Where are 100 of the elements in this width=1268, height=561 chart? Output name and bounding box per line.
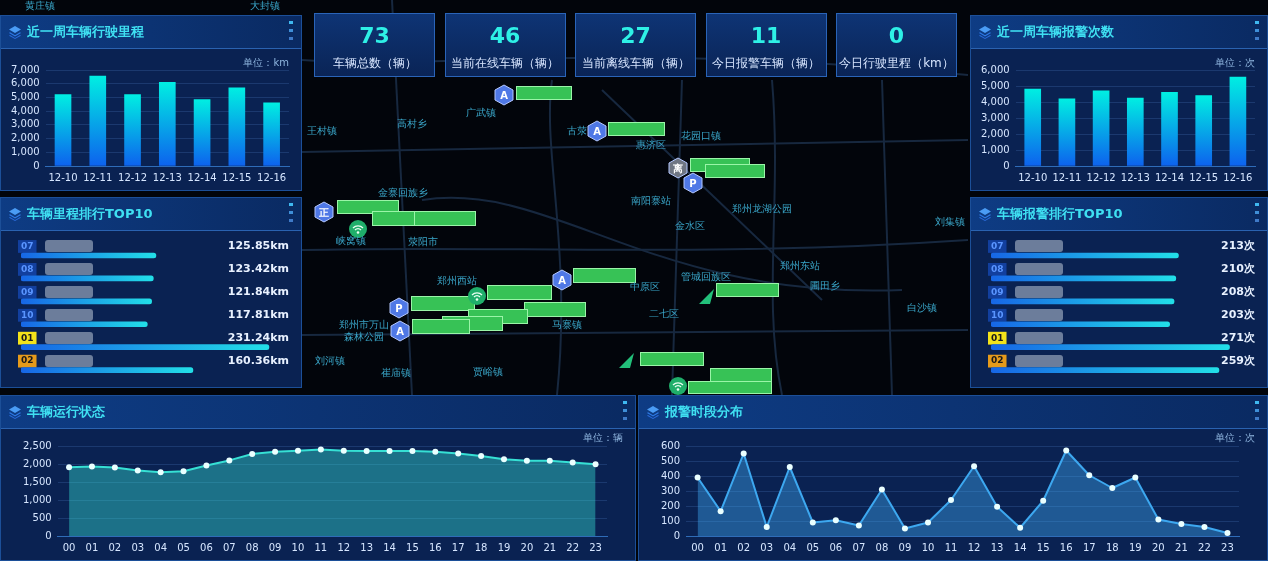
chart-title: 车辆运行状态: [27, 403, 105, 421]
x-tick-label: 11: [314, 541, 328, 553]
bar: [1195, 95, 1213, 166]
x-tick-label: 12-15: [1189, 171, 1219, 183]
text: A: [593, 125, 601, 137]
text: 郑州龙湖公园: [732, 203, 792, 215]
text: 白沙镇: [907, 302, 937, 314]
text: 王村镇: [307, 125, 337, 137]
bar: [1161, 92, 1178, 166]
text: 圃田乡: [810, 280, 840, 292]
x-tick-label: 10: [291, 541, 305, 553]
data-label: 121.84km: [227, 285, 289, 299]
text: 郑州西站: [437, 275, 477, 287]
data-label: 123.42km: [227, 262, 289, 276]
x-tick-label: 14: [383, 541, 396, 553]
category-label: 当前离线车辆（辆）: [580, 55, 691, 71]
x-tick-label: 02: [108, 541, 122, 553]
x-tick-label: 18: [474, 541, 488, 553]
x-tick-label: 04: [783, 541, 797, 553]
text: 荥阳市: [408, 236, 438, 248]
bar: [1229, 76, 1247, 166]
y-tick-label: 2,500: [22, 439, 52, 451]
bar: [193, 99, 211, 166]
data-label: 125.85km: [227, 239, 289, 253]
data-label: 27: [619, 23, 652, 49]
text: 单位：km: [243, 57, 289, 69]
text: P: [395, 302, 403, 314]
x-tick-label: 03: [760, 541, 774, 553]
data-label: 117.81km: [227, 308, 289, 322]
y-tick-label: 0: [673, 529, 681, 541]
x-tick-label: 12-11: [83, 171, 113, 183]
x-tick-label: 15: [1036, 541, 1050, 553]
bar: [1024, 88, 1042, 166]
y-tick-label: 100: [660, 514, 681, 526]
data-label: 259次: [1221, 353, 1256, 367]
y-tick-label: 09: [21, 286, 34, 297]
y-tick-label: 08: [21, 263, 34, 274]
bar: [124, 94, 141, 166]
bar: [21, 321, 148, 328]
x-tick-label: 13: [990, 541, 1004, 553]
text: 管城回族区: [681, 271, 731, 283]
text: A: [500, 89, 508, 101]
category-label: 今日报警车辆（辆）: [711, 55, 821, 71]
text: 大封镇: [250, 0, 280, 12]
data-label: 231.24km: [227, 331, 289, 345]
x-tick-label: 12-10: [48, 171, 78, 183]
bar: [1126, 97, 1144, 166]
category-label: 今日行驶里程（km）: [838, 55, 955, 71]
x-tick-label: 07: [852, 541, 866, 553]
text: 黄庄镇: [25, 0, 55, 12]
x-tick-label: 16: [1059, 541, 1073, 553]
text: 二七区: [649, 308, 679, 320]
y-tick-label: 0: [1003, 159, 1010, 171]
chart-title: 车辆报警排行TOP10: [997, 205, 1123, 223]
data-label: 160.36km: [227, 353, 289, 367]
x-tick-label: 09: [898, 541, 912, 553]
data-label: 208次: [1221, 285, 1256, 299]
text: A: [396, 325, 404, 337]
text: 金水区: [675, 220, 705, 232]
x-tick-label: 12-12: [1086, 171, 1116, 183]
x-tick-label: 05: [806, 541, 820, 553]
data-label: 210次: [1221, 262, 1256, 276]
y-tick-label: 4,000: [980, 95, 1010, 107]
y-tick-label: 7,000: [10, 63, 40, 75]
y-tick-label: 1,500: [22, 475, 52, 487]
text: 郑州东站: [780, 260, 820, 272]
x-tick-label: 12-14: [187, 171, 217, 183]
bar: [991, 321, 1170, 328]
x-tick-label: 12-10: [1018, 171, 1048, 183]
x-tick-label: 07: [222, 541, 236, 553]
y-tick-label: 08: [991, 263, 1004, 274]
category-label: 车辆总数（辆）: [331, 55, 418, 71]
y-tick-label: 3,000: [10, 118, 40, 130]
x-tick-label: 20: [520, 541, 534, 553]
text: 峡窝镇: [336, 235, 366, 247]
x-tick-label: 01: [85, 541, 99, 553]
x-tick-label: 12-11: [1052, 171, 1082, 183]
data-label: 11: [749, 23, 783, 49]
y-tick-label: 07: [991, 240, 1004, 251]
x-tick-label: 00: [62, 541, 76, 553]
x-tick-label: 12: [967, 541, 981, 553]
x-tick-label: 00: [691, 541, 704, 553]
text: P: [689, 177, 697, 189]
y-tick-label: 09: [991, 286, 1004, 297]
y-tick-label: 400: [660, 469, 681, 481]
x-tick-label: 12: [337, 541, 351, 553]
bar: [991, 344, 1230, 351]
x-tick-label: 20: [1152, 541, 1165, 553]
y-tick-label: 200: [660, 499, 681, 511]
y-tick-label: 3,000: [980, 111, 1010, 123]
text: 金寨回族乡: [378, 187, 428, 199]
x-tick-label: 01: [714, 541, 728, 553]
x-tick-label: 06: [200, 541, 213, 553]
data-label: 46: [488, 23, 522, 49]
y-tick-label: 500: [32, 511, 52, 523]
y-tick-label: 2,000: [22, 457, 52, 469]
y-tick-label: 600: [660, 439, 681, 451]
text: 惠济区: [636, 139, 666, 151]
text: 广武镇: [466, 107, 496, 119]
bar: [89, 75, 107, 166]
